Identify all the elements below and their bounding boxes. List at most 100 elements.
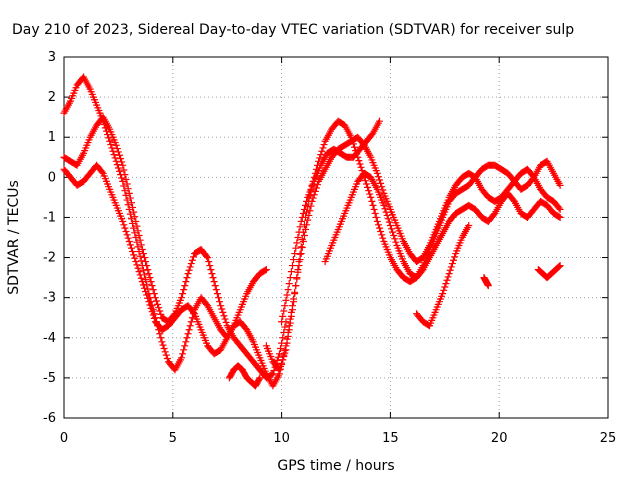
data-point bbox=[275, 350, 283, 358]
data-point bbox=[556, 205, 564, 213]
data-point bbox=[186, 322, 194, 330]
data-point bbox=[222, 318, 230, 326]
data-point bbox=[312, 184, 320, 192]
data-point bbox=[284, 286, 292, 294]
data-point bbox=[214, 294, 222, 302]
data-point bbox=[162, 351, 170, 359]
data-point bbox=[129, 248, 137, 256]
data-point bbox=[320, 141, 328, 149]
data-point bbox=[178, 354, 186, 362]
data-point bbox=[283, 339, 291, 347]
data-point bbox=[311, 187, 319, 195]
data-point bbox=[137, 274, 145, 282]
data-point bbox=[182, 278, 190, 286]
data-point bbox=[163, 355, 171, 363]
data-point bbox=[127, 199, 135, 207]
data-point bbox=[285, 326, 293, 334]
data-point bbox=[288, 306, 296, 314]
grid-layer bbox=[64, 57, 608, 418]
data-point bbox=[148, 308, 156, 316]
x-tick-label: 0 bbox=[60, 431, 68, 446]
data-point bbox=[138, 278, 146, 286]
data-point bbox=[445, 270, 453, 278]
data-point bbox=[131, 213, 139, 221]
data-point bbox=[376, 224, 384, 232]
data-point bbox=[149, 311, 157, 319]
data-point bbox=[129, 203, 137, 211]
data-point bbox=[285, 280, 293, 288]
data-point bbox=[279, 312, 287, 320]
data-point bbox=[319, 144, 327, 152]
data-point bbox=[123, 231, 131, 239]
data-point bbox=[555, 204, 563, 212]
data-point bbox=[383, 211, 391, 219]
data-point bbox=[255, 375, 263, 383]
y-tick-label: -5 bbox=[43, 371, 56, 386]
data-point bbox=[292, 282, 300, 290]
data-point bbox=[367, 193, 375, 201]
series-track-g bbox=[413, 221, 473, 330]
y-tick-label: -2 bbox=[43, 251, 56, 266]
data-point bbox=[147, 278, 155, 286]
data-point bbox=[350, 143, 358, 151]
data-point bbox=[158, 338, 166, 346]
data-point bbox=[137, 241, 145, 249]
data-point bbox=[300, 221, 308, 229]
data-point bbox=[374, 173, 382, 181]
data-point bbox=[364, 183, 372, 191]
x-tick-label: 10 bbox=[273, 431, 290, 446]
data-point bbox=[294, 266, 302, 274]
data-point bbox=[220, 312, 228, 320]
y-tick-label: 3 bbox=[48, 50, 56, 65]
y-tick-label: 1 bbox=[48, 130, 56, 145]
data-point bbox=[114, 164, 122, 172]
data-point bbox=[181, 342, 189, 350]
data-point bbox=[124, 185, 132, 193]
data-point bbox=[392, 238, 400, 246]
data-point bbox=[282, 346, 290, 354]
data-point bbox=[292, 244, 300, 252]
data-point bbox=[157, 310, 165, 318]
data-layer bbox=[60, 73, 564, 390]
data-point bbox=[108, 144, 116, 152]
y-tick-label: -4 bbox=[43, 331, 56, 346]
x-tick-label: 20 bbox=[491, 431, 508, 446]
data-point bbox=[159, 341, 167, 349]
y-tick-label: 0 bbox=[48, 170, 56, 185]
data-point bbox=[283, 291, 291, 299]
data-point bbox=[110, 151, 118, 159]
data-point bbox=[106, 137, 114, 145]
data-point bbox=[146, 274, 154, 282]
data-point bbox=[147, 304, 155, 312]
data-point bbox=[143, 280, 151, 288]
series-track-h bbox=[480, 274, 492, 290]
data-point bbox=[121, 224, 129, 232]
data-point bbox=[185, 266, 193, 274]
data-point bbox=[125, 189, 133, 197]
data-point bbox=[275, 366, 283, 374]
data-point bbox=[278, 359, 286, 367]
data-point bbox=[151, 294, 159, 302]
data-point bbox=[142, 288, 150, 296]
data-point bbox=[139, 266, 147, 274]
data-point bbox=[300, 205, 308, 213]
data-point bbox=[293, 274, 301, 282]
data-point bbox=[377, 179, 385, 187]
data-point bbox=[113, 145, 121, 153]
data-point bbox=[155, 304, 163, 312]
data-point bbox=[378, 231, 386, 239]
data-point bbox=[122, 227, 130, 235]
data-point bbox=[298, 236, 306, 244]
data-point bbox=[347, 133, 355, 141]
data-point bbox=[189, 308, 197, 316]
data-point bbox=[183, 274, 191, 282]
data-point bbox=[286, 274, 294, 282]
data-point bbox=[179, 290, 187, 298]
data-point bbox=[357, 163, 365, 171]
data-point bbox=[290, 256, 298, 264]
data-point bbox=[296, 223, 304, 231]
data-point bbox=[369, 201, 377, 209]
data-point bbox=[149, 286, 157, 294]
data-point bbox=[141, 254, 149, 262]
data-point bbox=[203, 252, 211, 260]
